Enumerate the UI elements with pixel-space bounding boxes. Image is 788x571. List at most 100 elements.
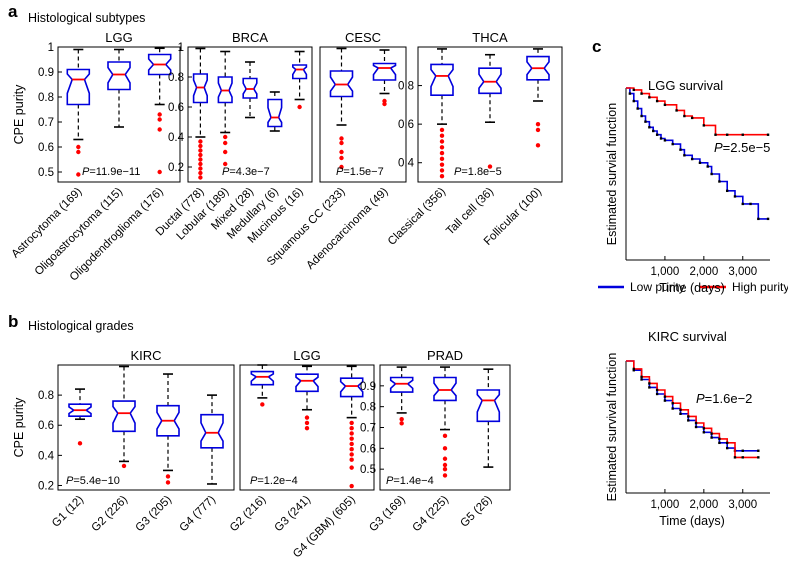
x-axis-label: Time (days) <box>659 281 725 295</box>
outlier-point <box>297 104 302 110</box>
survival-curve-high <box>626 87 769 136</box>
outlier-point <box>349 457 354 462</box>
outlier-point <box>76 172 81 177</box>
y-tick-label: 0.4 <box>38 450 55 462</box>
box-body <box>107 61 131 91</box>
y-tick-label: 0.4 <box>398 158 415 170</box>
outlier-point <box>223 161 228 167</box>
censor-mark <box>766 133 770 136</box>
outlier-point <box>304 415 310 420</box>
outlier-point <box>439 139 445 144</box>
outlier-point <box>157 127 162 132</box>
p-value-number: =1.4e−4 <box>393 475 433 487</box>
censor-mark <box>663 395 667 398</box>
survival-curve-low <box>626 87 769 220</box>
censor-mark <box>741 456 744 459</box>
censor-mark <box>741 133 744 136</box>
censor-mark <box>710 436 713 439</box>
box-body <box>291 64 308 80</box>
p-value: P=1.6e−2 <box>696 391 752 406</box>
p-symbol: P <box>454 166 462 178</box>
outlier-point <box>339 149 344 155</box>
plot-title: LGG <box>293 348 320 363</box>
p-value: P=5.4e−10 <box>66 475 120 487</box>
category-label: G3 (169) <box>367 494 408 535</box>
censor-mark <box>671 402 674 405</box>
plot-title: THCA <box>472 30 508 45</box>
censor-mark <box>690 157 694 161</box>
y-tick-label: 0.2 <box>38 480 54 492</box>
y-tick-label: 0.8 <box>38 390 54 402</box>
category-label: G4 (777) <box>178 494 219 535</box>
box-2 <box>295 365 319 431</box>
box-2 <box>478 53 502 169</box>
plot-frame <box>57 46 181 183</box>
outlier-point <box>198 152 203 158</box>
censor-mark <box>679 412 682 415</box>
censor-mark <box>648 386 651 389</box>
boxplot-4: KIRC CPE purity 0.2 0.4 0.6 0.8 G1 (12) G2 (226… <box>12 348 235 535</box>
outlier-point <box>442 433 448 439</box>
survival-legend: Low purity High purity <box>598 280 788 294</box>
outlier-point <box>198 143 203 149</box>
box-body <box>267 98 283 128</box>
box-1 <box>192 47 208 180</box>
outlier-point <box>399 416 404 422</box>
censor-mark <box>663 139 667 142</box>
outlier-point <box>349 452 354 457</box>
censor-mark <box>652 129 655 133</box>
outlier-point <box>439 150 445 156</box>
outlier-point <box>349 436 354 441</box>
outlier-point <box>339 155 344 161</box>
outlier-point <box>198 157 203 162</box>
censor-mark <box>702 431 706 434</box>
censor-mark <box>710 172 713 176</box>
p-value-number: =1.2e−4 <box>257 475 297 487</box>
censor-mark <box>628 92 632 95</box>
outlier-point <box>304 420 310 426</box>
censor-mark <box>644 120 647 123</box>
censor-mark <box>683 114 686 118</box>
category-label: Squamous CC (233) <box>265 186 348 269</box>
box-3 <box>156 373 180 485</box>
outlier-point <box>260 402 265 407</box>
box-3 <box>147 47 172 175</box>
p-value-number: =11.9e−11 <box>89 166 140 178</box>
censor-mark <box>663 103 667 107</box>
censor-mark <box>683 154 686 157</box>
y-tick-label: 0.5 <box>360 464 376 476</box>
section-title-subtypes: Histological subtypes <box>28 11 145 25</box>
censor-mark <box>718 437 721 441</box>
y-tick-label: 0.6 <box>38 420 54 432</box>
panel-label-b: b <box>8 312 18 331</box>
outlier-point <box>339 136 344 141</box>
outlier-point <box>223 149 228 155</box>
y-tick-label: 0.6 <box>168 102 184 114</box>
outlier-point <box>349 420 354 426</box>
boxplot-6: PRAD 0.5 0.6 0.7 0.8 0.9 G3 (169) G4 (225) G5 (2… <box>360 348 511 535</box>
y-tick-label: 0.9 <box>38 67 54 79</box>
y-tick-label: 0.8 <box>168 72 184 84</box>
outlier-point <box>339 164 344 170</box>
outlier-point <box>439 156 445 162</box>
censor-mark <box>733 456 737 459</box>
plot-title: BRCA <box>232 30 268 45</box>
box-body <box>433 376 457 402</box>
survival-curve-high <box>626 360 759 459</box>
outlier-point <box>304 425 310 431</box>
plot-frame <box>417 46 563 183</box>
box-body <box>295 373 319 393</box>
outlier-point <box>165 474 171 479</box>
outlier-point <box>223 134 228 140</box>
box-2 <box>112 365 136 469</box>
censor-mark <box>725 441 729 445</box>
censor-mark <box>659 137 663 140</box>
censor-mark <box>648 126 651 129</box>
survival-plot-1: KIRC survival Estimated survival function… <box>605 329 770 528</box>
censor-mark <box>766 217 770 221</box>
censor-mark <box>725 446 729 450</box>
x-tick-label: 3,000 <box>728 499 757 511</box>
p-value: P=11.9e−11 <box>82 166 140 178</box>
censor-mark <box>714 133 717 136</box>
p-value: P=1.4e−4 <box>386 475 434 487</box>
